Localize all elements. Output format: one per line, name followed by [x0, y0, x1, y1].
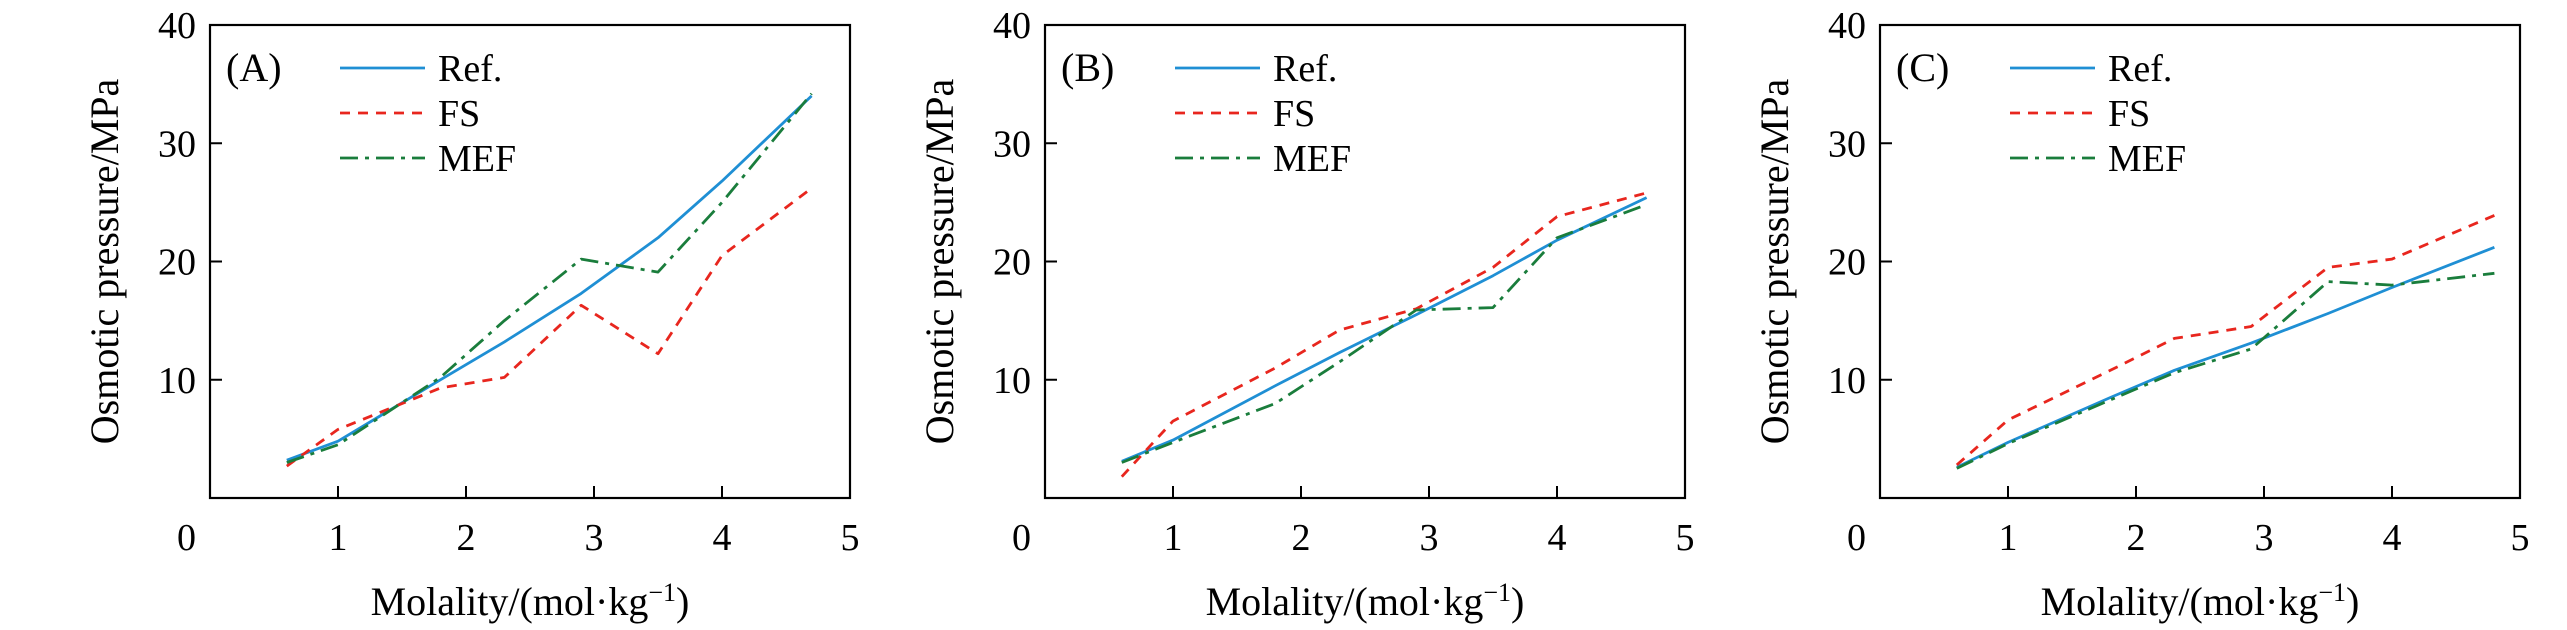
chart-0-legend-label: FS — [438, 93, 480, 135]
chart-1: 0 1 2 3 4 5 10 20 30 40 Molality/(mol·kg−1) Osmotic… — [917, 5, 1695, 624]
chart-1-y-tick-label: 30 — [993, 123, 1031, 165]
chart-0-x-tick-label: 4 — [713, 517, 732, 559]
chart-0-y-axis-title: Osmotic pressure/MPa — [82, 79, 127, 445]
chart-1-x-tick-label: 0 — [1012, 517, 1031, 559]
chart-2-plot-frame — [1878, 23, 2522, 500]
chart-0-series-fs-line — [285, 187, 813, 468]
chart-2: 0 1 2 3 4 5 10 20 30 40 Molality/(mol·kg−1) Osmotic… — [1752, 5, 2530, 624]
chart-2-legend-label: MEF — [2108, 138, 2186, 180]
chart-0-y-tick-label: 40 — [158, 5, 196, 47]
chart-0-x-tick-label: 0 — [177, 517, 196, 559]
chart-0-y-tick-label: 20 — [158, 242, 196, 284]
chart-1-series-ref-line — [1121, 196, 1648, 463]
chart-1-legend-label: MEF — [1273, 138, 1351, 180]
chart-2-y-tick-label: 40 — [1828, 5, 1866, 47]
chart-2-legend-label: Ref. — [2108, 48, 2172, 90]
chart-2-x-tick-label: 5 — [2511, 517, 2530, 559]
chart-0-legend-label: MEF — [438, 138, 516, 180]
chart-2-x-axis-title: Molality/(mol·kg−1) — [2041, 578, 2360, 624]
chart-0-y-tick-label: 30 — [158, 123, 196, 165]
chart-2-x-tick-label: 1 — [1999, 517, 2018, 559]
chart-1-legend-label: FS — [1273, 93, 1315, 135]
chart-2-x-tick-label: 0 — [1847, 517, 1866, 559]
chart-0-series-mef-line — [286, 92, 813, 464]
chart-0-x-tick-label: 2 — [457, 517, 476, 559]
chart-2-y-tick-label: 10 — [1828, 360, 1866, 402]
chart-1-x-tick-label: 4 — [1548, 517, 1567, 559]
chart-0-series-ref-line — [286, 94, 813, 462]
chart-1-x-axis-title: Molality/(mol·kg−1) — [1206, 578, 1525, 624]
chart-0-y-tick-label: 10 — [158, 360, 196, 402]
chart-0-panel-label: (A) — [226, 45, 282, 90]
chart-2-series-mef-line — [1956, 271, 2495, 470]
chart-2-x-tick-label: 4 — [2383, 517, 2402, 559]
chart-0-x-axis-title: Molality/(mol·kg−1) — [371, 578, 690, 624]
chart-0-x-tick-label: 3 — [585, 517, 604, 559]
chart-1-x-tick-label: 5 — [1676, 517, 1695, 559]
chart-2-legend-label: FS — [2108, 93, 2150, 135]
chart-1-plot-frame — [1043, 23, 1687, 500]
chart-2-series-fs-line — [1955, 214, 2495, 466]
chart-2-y-tick-label: 20 — [1828, 242, 1866, 284]
chart-0: 0 1 2 3 4 5 10 20 30 40 Molality/(mol·kg−1) Osmotic… — [82, 5, 860, 624]
chart-1-y-tick-label: 40 — [993, 5, 1031, 47]
chart-0-legend-label: Ref. — [438, 48, 502, 90]
chart-1-x-tick-label: 3 — [1420, 517, 1439, 559]
chart-2-y-axis-title: Osmotic pressure/MPa — [1752, 79, 1797, 445]
chart-2-panel-label: (C) — [1896, 45, 1949, 90]
chart-1-x-tick-label: 2 — [1292, 517, 1311, 559]
chart-1-legend-label: Ref. — [1273, 48, 1337, 90]
chart-2-y-tick-label: 30 — [1828, 123, 1866, 165]
chart-1-series-fs-line — [1120, 191, 1647, 478]
chart-1-y-tick-label: 20 — [993, 242, 1031, 284]
chart-1-x-tick-label: 1 — [1164, 517, 1183, 559]
chart-1-y-axis-title: Osmotic pressure/MPa — [917, 79, 962, 445]
chart-0-plot-frame — [208, 23, 852, 500]
chart-0-x-tick-label: 5 — [841, 517, 860, 559]
chart-2-x-tick-label: 3 — [2255, 517, 2274, 559]
chart-1-series-mef-line — [1121, 203, 1648, 464]
chart-1-panel-label: (B) — [1061, 45, 1114, 90]
chart-0-x-tick-label: 1 — [329, 517, 348, 559]
chart-1-y-tick-label: 10 — [993, 360, 1031, 402]
chart-2-x-tick-label: 2 — [2127, 517, 2146, 559]
